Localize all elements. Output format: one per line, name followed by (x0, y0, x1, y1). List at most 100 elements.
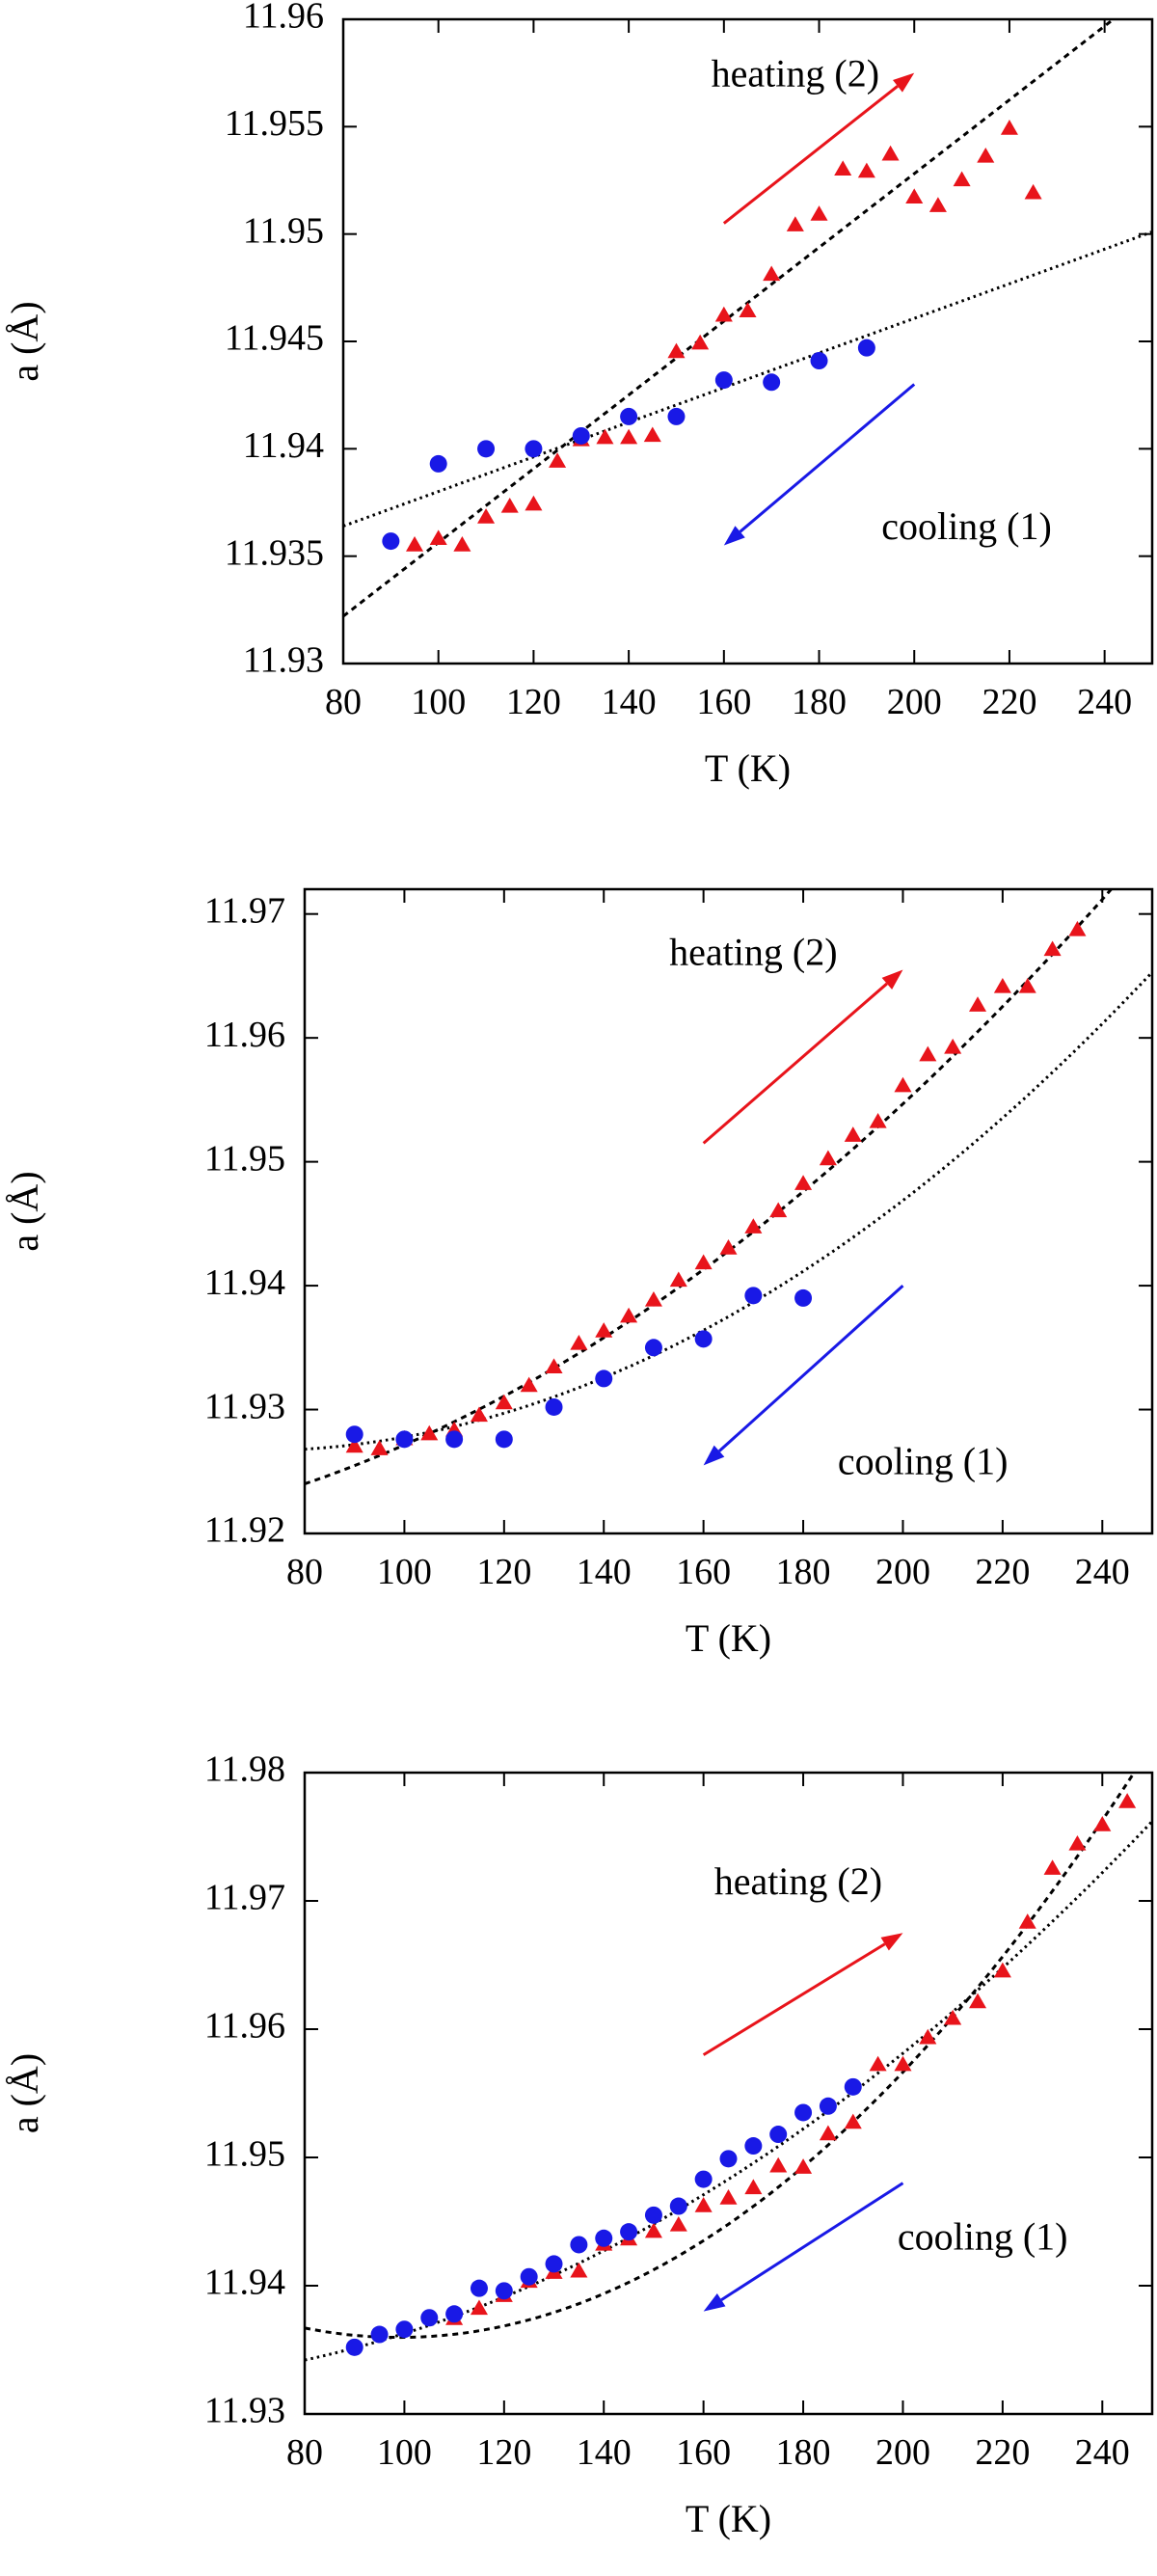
cooling-arrow-head (703, 1445, 725, 1466)
cooling-point (382, 532, 400, 551)
heating-point (769, 1202, 788, 1218)
heating-point (570, 1334, 588, 1350)
heating-point (570, 2262, 588, 2278)
heating-point (1024, 183, 1042, 200)
x-tick-label: 200 (875, 2432, 930, 2473)
heating-arrow-shaft (702, 1942, 886, 2056)
heating-point (794, 1175, 813, 1190)
heating-arrow-shaft (722, 85, 899, 225)
heating-point (744, 1218, 763, 1234)
plot-frame (303, 1771, 1154, 2416)
heating-point (694, 1254, 713, 1270)
heating-point (1000, 120, 1018, 135)
x-tick-label: 100 (411, 682, 466, 722)
cooling-point (470, 2279, 488, 2297)
x-tick-label: 200 (887, 682, 942, 722)
x-tick-label: 240 (1077, 682, 1132, 722)
heating-point (643, 426, 661, 443)
heating-point (969, 1993, 987, 2009)
heating-point (370, 1440, 389, 1455)
y-axis-label: a (Å) (3, 1171, 46, 1251)
x-tick-label: 120 (476, 1552, 531, 1592)
heating-point (1068, 920, 1087, 936)
cooling-arrow-shaft (739, 383, 916, 533)
heating-point (1018, 977, 1036, 993)
cooling-point (669, 2197, 687, 2215)
y-tick-label: 11.94 (204, 1262, 285, 1303)
cooling-point (495, 1430, 513, 1449)
cooling-arrow-head (703, 2292, 726, 2312)
cooling-point (620, 2223, 638, 2241)
heating-point (520, 1376, 538, 1393)
cooling-point (769, 2126, 788, 2144)
chart-panel-1: heating (2) cooling (1) 80 100 120 140 160 180 2… (3, 0, 1154, 790)
x-tick-label: 80 (325, 682, 362, 722)
x-tick-label: 140 (577, 1552, 632, 1592)
heating-point (969, 996, 987, 1012)
cooling-point (595, 2229, 613, 2247)
heating-series (406, 120, 1042, 552)
cooling-fit-line (343, 230, 1152, 528)
chart-panel-3: heating (2) cooling (1) 80 100 120 140 160 180 2… (3, 1749, 1154, 2540)
heating-point (834, 160, 852, 176)
cooling-arrow-shaft (717, 1284, 904, 1452)
heating-point (1118, 1793, 1137, 1808)
y-tick-label: 11.96 (204, 2006, 285, 2047)
heating-point (739, 302, 757, 318)
heating-point (1093, 1816, 1112, 1831)
heating-fit-line (305, 889, 1114, 1486)
cooling-point (644, 2206, 662, 2224)
y-tick-label: 11.93 (204, 1386, 285, 1426)
y-axis-label: a (Å) (3, 2053, 46, 2133)
heating-point (429, 529, 447, 546)
heating-point (549, 452, 567, 468)
x-tick-label: 220 (975, 2432, 1030, 2473)
x-tick-label: 140 (602, 682, 657, 722)
y-tick-label: 11.93 (243, 640, 324, 681)
heating-series (345, 920, 1087, 1455)
heating-point (669, 2215, 687, 2232)
heating-point (719, 1239, 738, 1255)
heating-point (869, 1113, 887, 1128)
y-axis-label: a (Å) (3, 301, 46, 381)
heating-point (810, 205, 828, 221)
heating-point (993, 1962, 1011, 1978)
heating-point (819, 2125, 837, 2141)
heating-point (857, 162, 875, 178)
cooling-point (714, 371, 733, 390)
cooling-point (345, 2338, 363, 2356)
x-axis-label: T (K) (686, 1616, 771, 1660)
heating-point (944, 1038, 962, 1054)
heating-point (844, 1126, 862, 1142)
cooling-point (545, 1397, 563, 1416)
cooling-point (477, 440, 496, 458)
heating-point (620, 428, 638, 445)
heating-point (894, 1076, 912, 1093)
y-tick-label: 11.92 (204, 1510, 285, 1551)
x-tick-label: 120 (506, 682, 561, 722)
cooling-point (744, 1287, 763, 1305)
heating-point (919, 1045, 937, 1062)
x-tick-label: 180 (792, 682, 847, 722)
y-tick-label: 11.93 (204, 2391, 285, 2431)
heating-arrow-head (880, 1933, 903, 1951)
fit-curves (305, 889, 1152, 1486)
plot-frame (303, 887, 1154, 1535)
cooling-point (520, 2267, 538, 2286)
y-tick-label: 11.94 (204, 2263, 285, 2303)
heating-annotation-label: heating (2) (669, 931, 837, 974)
heating-point (406, 536, 424, 552)
heating-point (844, 2113, 862, 2129)
cooling-point (570, 2236, 588, 2254)
y-tick-label: 11.935 (225, 532, 324, 573)
heating-point (596, 428, 614, 445)
x-tick-label: 160 (696, 682, 751, 722)
heating-point (470, 1406, 488, 1423)
cooling-point (445, 1430, 464, 1449)
x-tick-label: 100 (377, 1552, 432, 1592)
heating-point (1043, 1859, 1062, 1875)
cooling-point (545, 2255, 563, 2273)
heating-point (669, 1271, 687, 1288)
y-tick-label: 11.95 (243, 210, 324, 251)
